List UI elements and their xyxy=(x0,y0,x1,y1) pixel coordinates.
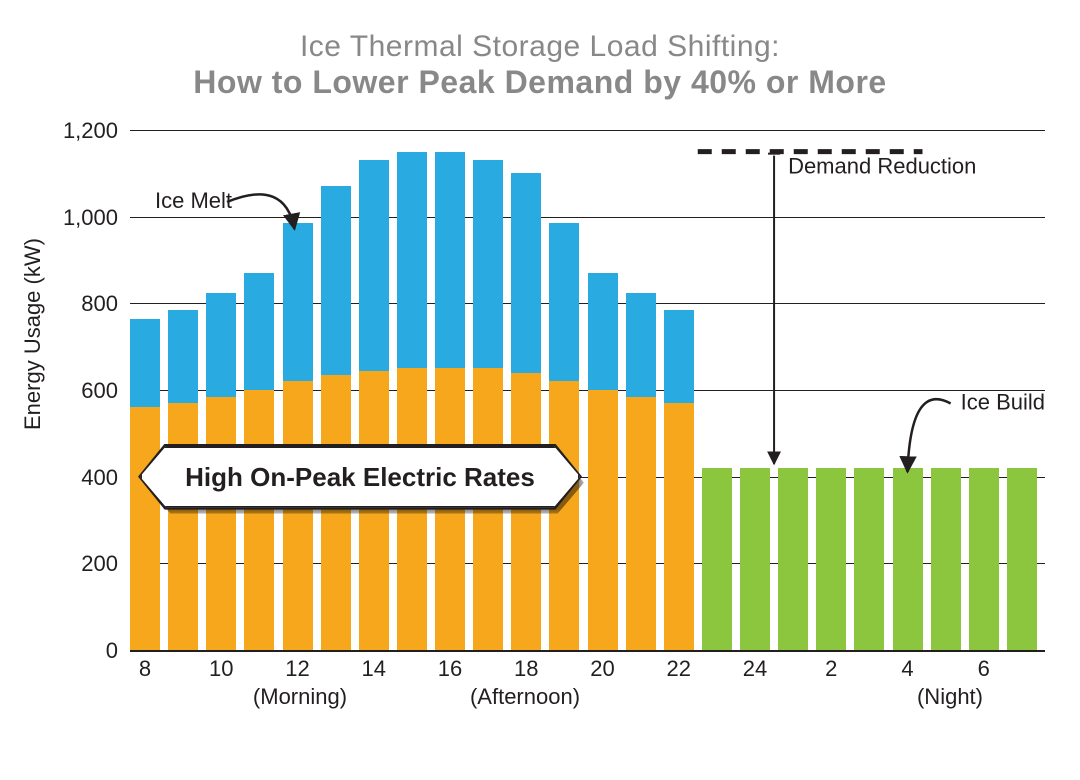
x-period-label: (Night) xyxy=(870,684,1030,710)
x-period-label: (Morning) xyxy=(220,684,380,710)
x-tick-label: 10 xyxy=(201,656,241,682)
on-peak-banner: High On-Peak Electric Rates xyxy=(140,446,580,508)
x-period-label: (Afternoon) xyxy=(445,684,605,710)
on-peak-banner-label: High On-Peak Electric Rates xyxy=(140,446,580,508)
x-tick-label: 6 xyxy=(964,656,1004,682)
y-tick-label: 1,000 xyxy=(52,205,118,231)
x-tick-label: 4 xyxy=(888,656,928,682)
x-tick-label: 12 xyxy=(278,656,318,682)
x-tick-label: 2 xyxy=(811,656,851,682)
y-tick-label: 400 xyxy=(52,465,118,491)
x-tick-label: 18 xyxy=(506,656,546,682)
y-tick-label: 600 xyxy=(52,378,118,404)
annotation-ice-melt: Ice Melt xyxy=(155,188,232,213)
annotation-ice-build: Ice Build xyxy=(961,390,1045,415)
x-tick-label: 14 xyxy=(354,656,394,682)
x-tick-label: 20 xyxy=(583,656,623,682)
x-tick-label: 24 xyxy=(735,656,775,682)
annotation-demand-reduction: Demand Reduction xyxy=(788,154,976,179)
x-tick-label: 22 xyxy=(659,656,699,682)
y-tick-label: 1,200 xyxy=(52,118,118,144)
y-tick-label: 800 xyxy=(52,291,118,317)
x-tick-label: 8 xyxy=(125,656,165,682)
chart-stage: Ice Thermal Storage Load Shifting: How t… xyxy=(0,0,1080,780)
x-tick-label: 16 xyxy=(430,656,470,682)
y-tick-label: 0 xyxy=(52,638,118,664)
y-tick-label: 200 xyxy=(52,551,118,577)
